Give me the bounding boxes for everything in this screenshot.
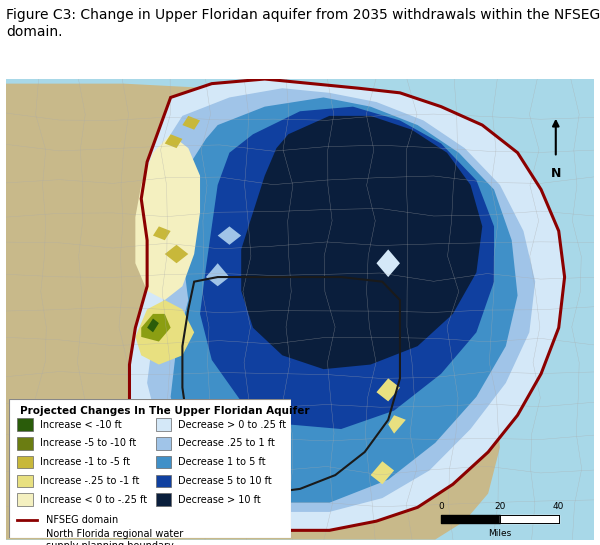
- Text: North Florida regional water
supply planning boundary: North Florida regional water supply plan…: [46, 529, 183, 545]
- Polygon shape: [165, 134, 182, 148]
- Text: Figure C3: Change in Upper Floridan aquifer from 2035 withdrawals within the NFS: Figure C3: Change in Upper Floridan aqui…: [6, 8, 600, 39]
- FancyBboxPatch shape: [9, 399, 291, 538]
- Polygon shape: [6, 83, 500, 540]
- Text: Increase -.25 to -1 ft: Increase -.25 to -1 ft: [40, 476, 139, 486]
- Bar: [155, 437, 171, 450]
- Polygon shape: [170, 98, 518, 502]
- Text: Increase -1 to -5 ft: Increase -1 to -5 ft: [40, 457, 130, 467]
- Text: NFSEG domain: NFSEG domain: [46, 514, 118, 525]
- Polygon shape: [388, 415, 406, 434]
- Text: Increase < -10 ft: Increase < -10 ft: [40, 420, 122, 429]
- Polygon shape: [200, 107, 494, 429]
- Bar: [17, 437, 33, 450]
- Bar: [155, 418, 171, 431]
- Text: 40: 40: [553, 501, 565, 511]
- Bar: [17, 475, 33, 487]
- Polygon shape: [147, 318, 159, 332]
- Bar: [155, 493, 171, 506]
- Text: Decrease > 10 ft: Decrease > 10 ft: [178, 494, 261, 505]
- Text: Decrease > 0 to .25 ft: Decrease > 0 to .25 ft: [178, 420, 286, 429]
- Text: Decrease .25 to 1 ft: Decrease .25 to 1 ft: [178, 438, 275, 448]
- Text: 20: 20: [494, 501, 506, 511]
- Polygon shape: [165, 245, 188, 263]
- Polygon shape: [136, 134, 200, 300]
- Text: Miles: Miles: [488, 529, 512, 538]
- Text: Projected Changes In The Upper Floridan Aquifer: Projected Changes In The Upper Floridan …: [20, 407, 310, 416]
- Polygon shape: [206, 263, 229, 286]
- Bar: [155, 456, 171, 468]
- Bar: [17, 456, 33, 468]
- Bar: [155, 475, 171, 487]
- Polygon shape: [182, 116, 200, 130]
- Polygon shape: [136, 300, 194, 365]
- Text: Increase < 0 to -.25 ft: Increase < 0 to -.25 ft: [40, 494, 147, 505]
- Bar: [17, 418, 33, 431]
- Polygon shape: [141, 314, 170, 342]
- Polygon shape: [376, 250, 400, 277]
- Polygon shape: [147, 88, 535, 512]
- Text: Increase -5 to -10 ft: Increase -5 to -10 ft: [40, 438, 136, 448]
- Text: N: N: [551, 167, 561, 179]
- Polygon shape: [6, 79, 594, 540]
- Text: Decrease 1 to 5 ft: Decrease 1 to 5 ft: [178, 457, 266, 467]
- Text: 0: 0: [438, 501, 444, 511]
- Polygon shape: [218, 226, 241, 245]
- Polygon shape: [241, 116, 482, 369]
- Polygon shape: [371, 461, 394, 485]
- Polygon shape: [376, 378, 400, 401]
- Polygon shape: [153, 226, 170, 240]
- Bar: [17, 493, 33, 506]
- Text: Decrease 5 to 10 ft: Decrease 5 to 10 ft: [178, 476, 272, 486]
- Polygon shape: [130, 79, 565, 530]
